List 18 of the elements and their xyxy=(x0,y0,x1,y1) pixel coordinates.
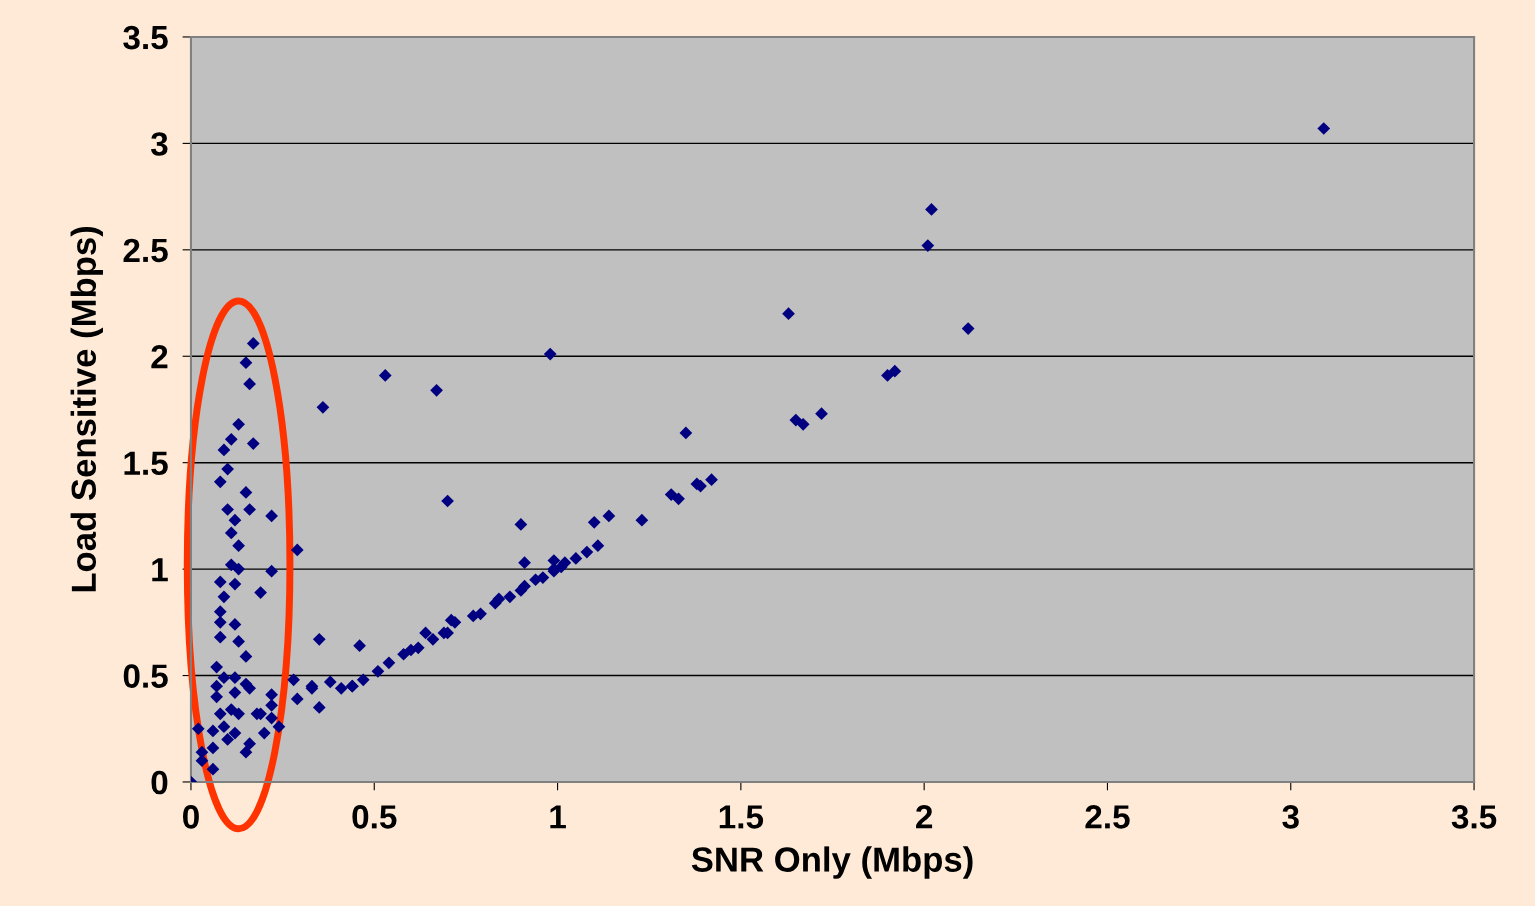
y-tick-label: 0 xyxy=(151,770,168,795)
y-tick-label: 3 xyxy=(150,132,168,156)
x-tick-label: 0.5 xyxy=(352,805,397,829)
x-tick-label: 1.5 xyxy=(719,805,764,829)
x-tick-label: 0 xyxy=(183,805,199,829)
y-tick-label: 2 xyxy=(151,345,168,369)
x-tick-label: 3 xyxy=(1282,805,1299,829)
x-tick-label: 3.5 xyxy=(1451,805,1497,829)
y-axis-title: Load Sensitive (Mbps) xyxy=(70,226,103,592)
y-tick-label: 2.5 xyxy=(123,238,168,263)
x-axis-title: SNR Only (Mbps) xyxy=(691,846,973,879)
y-tick-label: 3.5 xyxy=(123,25,168,50)
y-tick-label: 1.5 xyxy=(124,451,168,476)
x-tick-label: 2 xyxy=(916,805,933,829)
x-tick-label: 2.5 xyxy=(1085,805,1130,829)
y-tick-label: 0.5 xyxy=(123,664,168,688)
x-tick-label: 1 xyxy=(550,805,566,829)
y-tick-label: 1 xyxy=(152,558,168,582)
